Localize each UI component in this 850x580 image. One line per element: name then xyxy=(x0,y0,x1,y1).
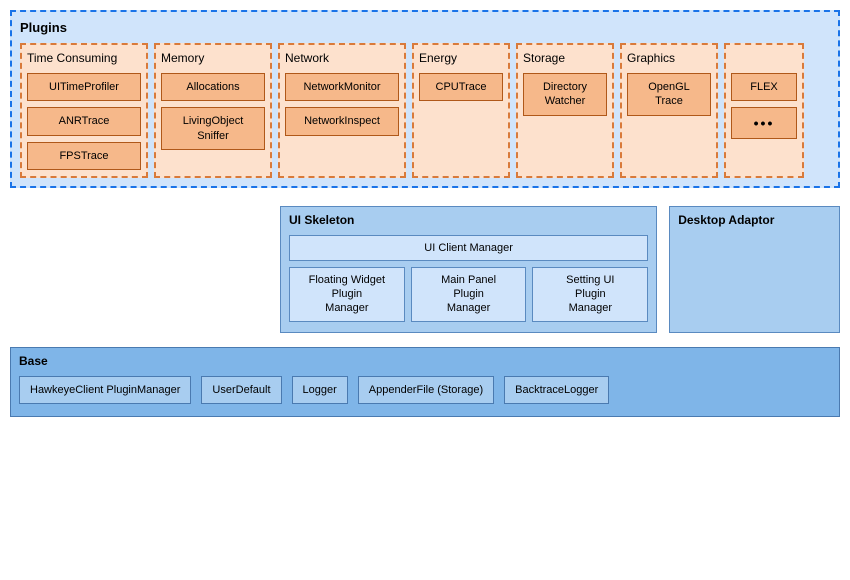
base-container: Base HawkeyeClient PluginManager UserDef… xyxy=(10,347,840,417)
ui-client-manager: UI Client Manager xyxy=(289,235,648,261)
base-title: Base xyxy=(19,354,831,368)
base-backtracelogger: BacktraceLogger xyxy=(504,376,609,404)
plugin-more: ••• xyxy=(731,107,797,139)
categories-row: Time Consuming UITimeProfiler ANRTrace F… xyxy=(20,43,830,178)
category-title: Time Consuming xyxy=(27,51,141,65)
desktop-adaptor-container: Desktop Adaptor xyxy=(669,206,840,333)
plugin-networkmonitor: NetworkMonitor xyxy=(285,73,399,101)
base-appenderfile: AppenderFile (Storage) xyxy=(358,376,494,404)
plugin-flex: FLEX xyxy=(731,73,797,101)
category-title: Memory xyxy=(161,51,265,65)
ui-skeleton-title: UI Skeleton xyxy=(289,213,648,227)
plugins-title: Plugins xyxy=(20,20,830,35)
category-network: Network NetworkMonitor NetworkInspect xyxy=(278,43,406,178)
plugins-container: Plugins Time Consuming UITimeProfiler AN… xyxy=(10,10,840,188)
ui-managers-row: Floating WidgetPluginManager Main PanelP… xyxy=(289,267,648,322)
desktop-adaptor-title: Desktop Adaptor xyxy=(678,213,831,227)
plugin-livingobjectsniffer: LivingObjectSniffer xyxy=(161,107,265,150)
plugin-cputrace: CPUTrace xyxy=(419,73,503,101)
category-energy: Energy CPUTrace xyxy=(412,43,510,178)
base-logger: Logger xyxy=(292,376,348,404)
category-graphics: Graphics OpenGLTrace xyxy=(620,43,718,178)
category-storage: Storage DirectoryWatcher xyxy=(516,43,614,178)
category-misc: . FLEX ••• xyxy=(724,43,804,178)
plugin-uitimeprofiler: UITimeProfiler xyxy=(27,73,141,101)
category-memory: Memory Allocations LivingObjectSniffer xyxy=(154,43,272,178)
category-title: Graphics xyxy=(627,51,711,65)
floating-widget-plugin-manager: Floating WidgetPluginManager xyxy=(289,267,405,322)
plugin-networkinspect: NetworkInspect xyxy=(285,107,399,135)
middle-row: UI Skeleton UI Client Manager Floating W… xyxy=(10,206,840,333)
plugin-allocations: Allocations xyxy=(161,73,265,101)
plugin-anrtrace: ANRTrace xyxy=(27,107,141,135)
category-time-consuming: Time Consuming UITimeProfiler ANRTrace F… xyxy=(20,43,148,178)
main-panel-plugin-manager: Main PanelPluginManager xyxy=(411,267,527,322)
base-row: HawkeyeClient PluginManager UserDefault … xyxy=(19,376,831,404)
plugin-fpstrace: FPSTrace xyxy=(27,142,141,170)
setting-ui-plugin-manager: Setting UIPluginManager xyxy=(532,267,648,322)
mid-spacer xyxy=(10,206,268,333)
ui-skeleton-container: UI Skeleton UI Client Manager Floating W… xyxy=(280,206,657,333)
category-title: Energy xyxy=(419,51,503,65)
plugin-directorywatcher: DirectoryWatcher xyxy=(523,73,607,116)
base-hawkeyeclient: HawkeyeClient PluginManager xyxy=(19,376,191,404)
plugin-opengltrace: OpenGLTrace xyxy=(627,73,711,116)
category-title: Storage xyxy=(523,51,607,65)
category-title: Network xyxy=(285,51,399,65)
base-userdefault: UserDefault xyxy=(201,376,281,404)
